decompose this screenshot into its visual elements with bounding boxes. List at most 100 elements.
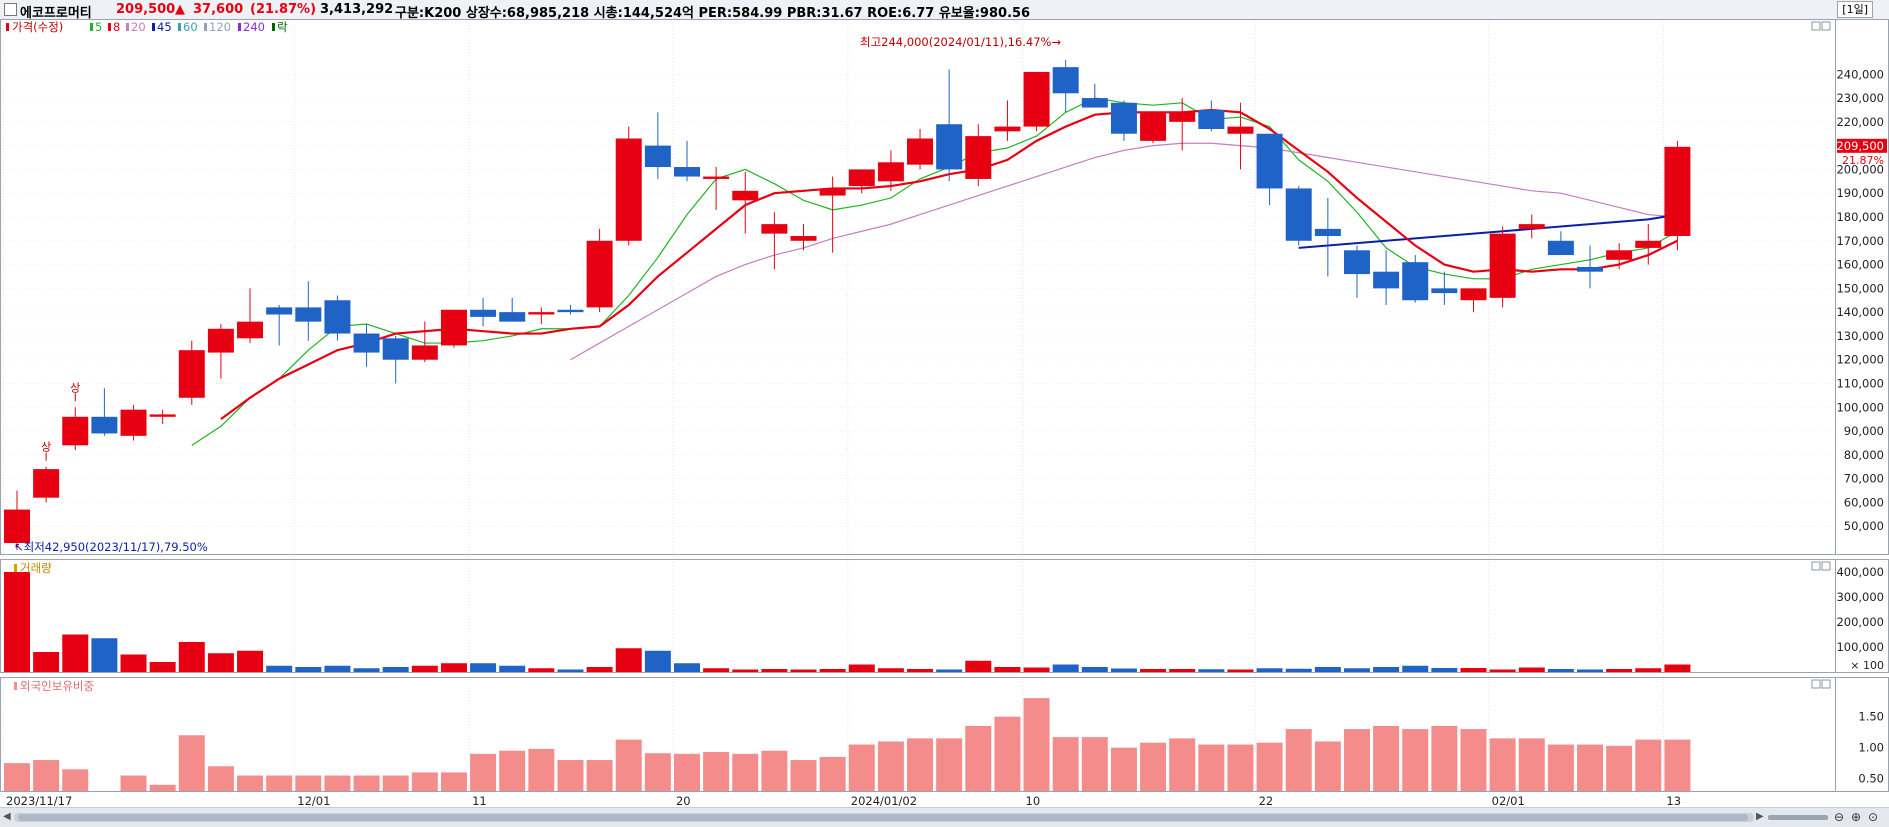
foreign-ownership-bar[interactable]: [149, 784, 176, 791]
volume-bar[interactable]: [644, 650, 671, 672]
panel-close-icon[interactable]: [1821, 21, 1831, 31]
panel-maximize-icon[interactable]: [1811, 561, 1821, 571]
candle[interactable]: [732, 190, 759, 201]
candle[interactable]: [761, 224, 788, 234]
volume-bar[interactable]: [237, 650, 264, 672]
volume-bar[interactable]: [470, 663, 497, 672]
foreign-ownership-bar[interactable]: [62, 769, 89, 791]
candle[interactable]: [1402, 262, 1429, 301]
volume-bar[interactable]: [528, 668, 555, 672]
candle[interactable]: [382, 338, 409, 360]
foreign-ownership-bar[interactable]: [1081, 737, 1108, 791]
volume-bar[interactable]: [907, 669, 934, 672]
volume-bar[interactable]: [266, 665, 293, 672]
volume-bar[interactable]: [1489, 669, 1516, 673]
foreign-ownership-bar[interactable]: [470, 753, 497, 791]
foreign-ownership-bar[interactable]: [1635, 739, 1662, 791]
candle[interactable]: [586, 240, 613, 308]
candle[interactable]: [237, 321, 264, 339]
volume-bar[interactable]: [499, 665, 526, 672]
candle[interactable]: [1489, 233, 1516, 298]
candle[interactable]: [1198, 109, 1225, 129]
candle[interactable]: [266, 307, 293, 315]
candle[interactable]: [1110, 102, 1137, 134]
candle[interactable]: [703, 176, 730, 179]
candle[interactable]: [994, 126, 1021, 132]
candle[interactable]: [615, 138, 642, 241]
candle[interactable]: [62, 416, 89, 446]
volume-bar[interactable]: [1343, 668, 1370, 672]
candle[interactable]: [1431, 288, 1458, 294]
foreign-ownership-bar[interactable]: [1460, 729, 1487, 791]
volume-bar[interactable]: [295, 667, 322, 672]
foreign-ownership-bar[interactable]: [1402, 729, 1429, 791]
volume-bar[interactable]: [1460, 668, 1487, 672]
foreign-ownership-bar[interactable]: [382, 775, 409, 791]
volume-bar[interactable]: [1169, 669, 1196, 672]
volume-bar[interactable]: [1140, 669, 1167, 672]
foreign-ownership-bar[interactable]: [965, 725, 992, 791]
foreign-ownership-bar[interactable]: [703, 751, 730, 791]
foreign-ownership-bar[interactable]: [237, 775, 264, 791]
candle[interactable]: [1577, 266, 1604, 272]
foreign-ownership-bar[interactable]: [353, 775, 380, 791]
foreign-ownership-bar[interactable]: [1285, 729, 1312, 791]
volume-bar[interactable]: [848, 664, 875, 673]
foreign-ownership-bar[interactable]: [761, 750, 788, 791]
volume-bar[interactable]: [1577, 669, 1604, 673]
candle[interactable]: [790, 236, 817, 241]
foreign-ownership-bar[interactable]: [557, 760, 584, 791]
volume-bar[interactable]: [965, 660, 992, 672]
volume-bar[interactable]: [1227, 669, 1254, 673]
foreign-ownership-bar[interactable]: [1227, 744, 1254, 791]
foreign-ownership-bar[interactable]: [207, 766, 234, 791]
stock-chart[interactable]: 240,000230,000220,000210,000200,000190,0…: [0, 19, 1889, 807]
volume-bar[interactable]: [1402, 665, 1429, 672]
candle[interactable]: [1373, 271, 1400, 289]
foreign-ownership-bar[interactable]: [266, 775, 293, 791]
candle[interactable]: [1547, 240, 1574, 256]
foreign-ownership-bar[interactable]: [1256, 742, 1283, 791]
candle[interactable]: [295, 307, 322, 322]
volume-bar[interactable]: [673, 663, 700, 672]
volume-bar[interactable]: [1023, 667, 1050, 673]
candle[interactable]: [178, 350, 205, 398]
candle[interactable]: [848, 169, 875, 187]
volume-bar[interactable]: [149, 662, 176, 672]
foreign-ownership-bar[interactable]: [1518, 738, 1545, 791]
foreign-ownership-bar[interactable]: [33, 760, 60, 791]
scroll-left-icon[interactable]: ◀: [3, 811, 11, 822]
foreign-ownership-bar[interactable]: [528, 748, 555, 791]
volume-bar[interactable]: [411, 665, 438, 672]
volume-bar[interactable]: [62, 634, 89, 673]
candle[interactable]: [965, 136, 992, 179]
candle[interactable]: [1606, 250, 1633, 260]
foreign-ownership-bar[interactable]: [586, 760, 613, 791]
panel-close-icon[interactable]: [1821, 561, 1831, 571]
foreign-ownership-bar[interactable]: [120, 775, 147, 791]
foreign-ownership-bar[interactable]: [499, 750, 526, 791]
volume-bar[interactable]: [761, 669, 788, 672]
volume-bar[interactable]: [1373, 667, 1400, 672]
foreign-ownership-bar[interactable]: [1489, 738, 1516, 791]
candle[interactable]: [1052, 67, 1079, 94]
volume-bar[interactable]: [1664, 664, 1691, 673]
volume-bar[interactable]: [1314, 667, 1341, 672]
zoom-in-icon[interactable]: ⊕: [1851, 810, 1862, 824]
scroll-thumb[interactable]: [18, 814, 1748, 821]
candle[interactable]: [1256, 133, 1283, 189]
foreign-ownership-bar[interactable]: [994, 716, 1021, 791]
foreign-ownership-bar[interactable]: [1023, 698, 1050, 791]
volume-bar[interactable]: [557, 669, 584, 673]
foreign-ownership-bar[interactable]: [178, 735, 205, 791]
candle[interactable]: [207, 328, 234, 353]
candle[interactable]: [819, 188, 846, 196]
zoom-slider[interactable]: [1768, 815, 1828, 820]
volume-bar[interactable]: [382, 667, 409, 672]
candle[interactable]: [470, 309, 497, 317]
volume-bar[interactable]: [1052, 664, 1079, 673]
foreign-ownership-bar[interactable]: [790, 760, 817, 791]
volume-bar[interactable]: [819, 669, 846, 672]
scroll-right-icon[interactable]: ▶: [1756, 811, 1764, 822]
candle[interactable]: [644, 145, 671, 168]
